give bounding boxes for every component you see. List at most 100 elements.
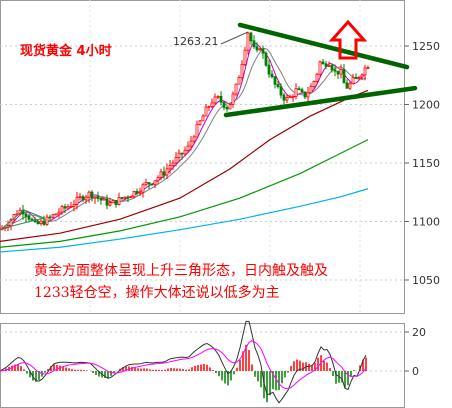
trendlines [223,22,418,118]
candle-body [366,67,370,70]
candle-body [174,157,178,164]
annotation-line-2: 1233轻仓空，操作大体还说以低多为主 [34,284,280,301]
candle-body [120,197,124,199]
candle-body [48,216,52,219]
candle-body [348,83,352,89]
candle-body [246,32,250,51]
candle-body [84,196,88,201]
candle-body [207,106,211,108]
candle-body [240,64,244,78]
candle-body [198,120,202,125]
candle-body [219,95,223,103]
candle-body [357,76,361,79]
candle-body [327,64,331,67]
candle-body [213,96,217,104]
candle-body [93,196,97,199]
y-axis-ticks: 1050 1100 1150 1200 1250 [404,40,440,287]
candle-body [336,70,340,75]
candle-body [360,74,364,78]
candle-body [351,76,355,85]
chart-title: 现货黄金 4小时 [20,43,112,59]
candle-body [39,220,43,225]
candle-body [225,107,229,110]
candle-body [180,152,184,155]
candle-body [159,171,163,178]
candle-body [312,80,316,87]
candle-body [126,196,130,199]
candle-body [255,46,259,51]
candle-body [69,205,73,208]
candle-body [27,215,31,220]
candle-body [309,86,313,94]
macd-tick-label: 20 [412,326,426,339]
macd-dif-line [0,320,367,404]
main-panel-frame [0,0,405,314]
candle-body [168,165,172,170]
candle-body [300,89,304,93]
candle-body [258,48,262,51]
candle-body [36,221,40,225]
candle-body [321,61,325,65]
candle-body [318,61,322,75]
candle-body [96,196,100,199]
candle-body [195,124,199,138]
candle-body [192,136,196,142]
candle-body [297,88,301,91]
trendline-upper [237,22,410,70]
macd-panel-frame [0,323,405,408]
candle-body [60,206,64,213]
macd-indicator: 0 20 [0,320,426,404]
candle-body [141,184,145,193]
y-tick-label: 1150 [412,157,440,170]
candle-body [303,91,307,98]
candle-body [228,104,232,110]
macd-tick-label: 0 [412,365,419,378]
candle-body [333,69,337,72]
candle-body [54,213,58,216]
candle-body [63,206,67,209]
candle-body [72,203,76,207]
candle-body [261,48,265,54]
candle-body [306,92,310,98]
candle-body [201,115,205,122]
candle-body [345,82,349,89]
candle-body [78,196,82,199]
candle-body [51,214,55,218]
candle-body [114,200,118,205]
candle-body [90,191,94,199]
candle-body [282,94,286,101]
candle-body [147,182,151,185]
peak-label: 1263.21 [173,35,219,48]
candle-body [117,197,121,205]
candle-body [42,220,46,225]
candle-body [279,86,283,96]
candle-body [57,211,61,215]
y-tick-label: 1250 [412,40,440,53]
candle-body [363,67,367,76]
candle-body [216,95,220,98]
candle-body [324,63,328,67]
candle-body [102,198,106,201]
candles [0,31,370,232]
candle-body [150,183,154,186]
candle-body [162,171,166,176]
candle-body [9,219,13,227]
candle-body [171,162,175,167]
candle-body [294,88,298,97]
candle-body [81,196,85,201]
candle-body [183,149,187,155]
y-tick-label: 1050 [412,274,440,287]
candle-body [267,64,271,75]
candle-body [123,196,127,199]
candle-body [30,218,34,221]
candle-body [129,196,133,199]
candle-body [105,198,109,206]
candle-body [87,191,91,198]
peak-pointer-line [220,31,249,45]
candle-body [315,73,319,82]
candle-body [108,202,112,206]
y-tick-label: 1100 [412,216,440,229]
grid-lines [0,0,404,313]
candle-body [144,182,148,186]
